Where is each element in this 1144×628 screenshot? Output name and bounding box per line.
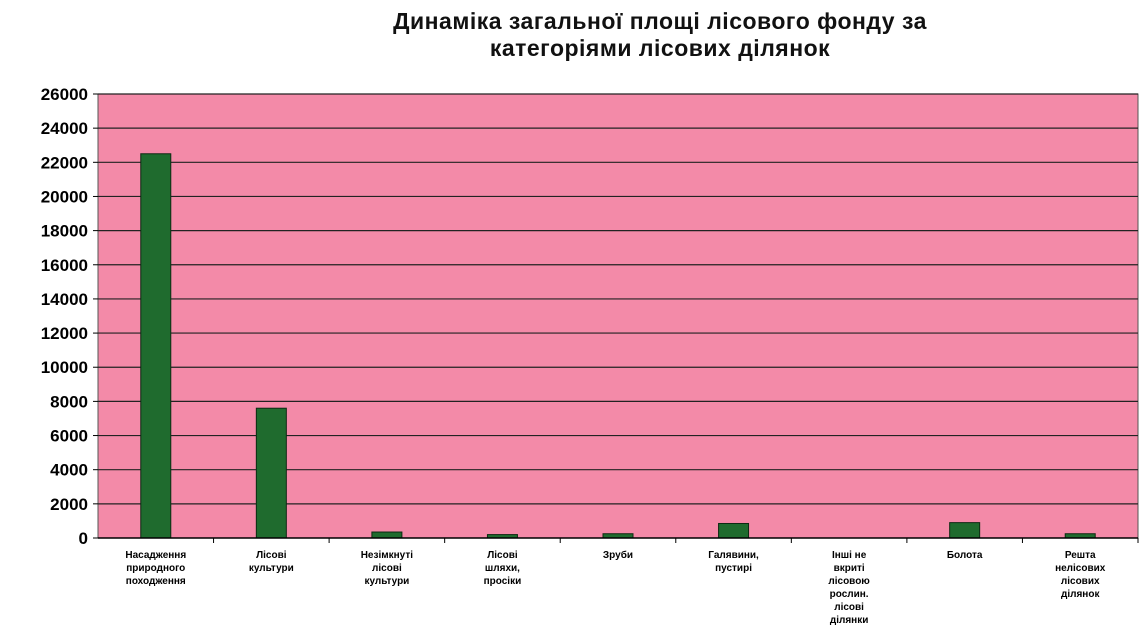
- bars: [140, 153, 1096, 539]
- x-tick-label: просіки: [484, 576, 522, 587]
- x-tick-label: Болота: [947, 550, 983, 561]
- x-tick-label: ділянки: [830, 615, 869, 626]
- x-tick-label: нелісових: [1055, 563, 1106, 574]
- y-tick-label: 10000: [41, 358, 88, 377]
- y-tick-label: 6000: [50, 427, 88, 446]
- x-tick-label: шляхи,: [485, 563, 520, 574]
- x-tick-label: лісові: [372, 563, 402, 574]
- x-tick-label: Зруби: [603, 549, 633, 561]
- y-tick-label: 16000: [41, 256, 88, 275]
- bar: [949, 522, 981, 539]
- y-tick-label: 2000: [50, 495, 88, 514]
- grid-lines: [98, 93, 1138, 505]
- x-tick-label: Решта: [1065, 550, 1096, 561]
- y-tick-label: 4000: [50, 461, 88, 480]
- x-tick-label: лісові: [834, 602, 864, 613]
- x-tick-label: Галявини,: [708, 550, 759, 561]
- x-tick-label: Насадження: [125, 550, 186, 561]
- x-axis: Насадження природного походження Лісові куль…: [125, 538, 1139, 626]
- bar: [140, 153, 172, 539]
- y-tick-label: 20000: [41, 187, 88, 206]
- bar: [718, 522, 750, 539]
- x-tick-label: Незімкнуті: [361, 550, 414, 561]
- x-tick-label: Інші не: [832, 550, 867, 561]
- chart-title-line-2: категоріями лісових ділянок: [489, 35, 831, 61]
- bar: [371, 531, 403, 539]
- x-tick-label: лісових: [1061, 576, 1100, 587]
- chart-title: Динаміка загальної площі лісового фонду …: [190, 8, 1130, 62]
- x-tick-label: Лісові: [487, 550, 518, 561]
- y-tick-label: 12000: [41, 324, 88, 343]
- x-tick-label: походження: [126, 576, 186, 587]
- x-tick-label: Лісові: [256, 550, 287, 561]
- x-tick-label: ділянок: [1061, 589, 1100, 600]
- x-tick-label: пустирі: [715, 563, 752, 574]
- y-tick-label: 8000: [50, 392, 88, 411]
- x-tick-label: культури: [249, 563, 294, 574]
- x-tick-label: природного: [126, 563, 185, 574]
- y-axis: 0 2000 4000 6000 8000 10000 12000 14000 16000 180…: [41, 85, 98, 548]
- y-tick-label: 0: [79, 529, 88, 548]
- y-tick-label: 26000: [41, 85, 88, 104]
- y-tick-label: 18000: [41, 222, 88, 241]
- y-tick-label: 14000: [41, 290, 88, 309]
- bar: [255, 407, 287, 539]
- y-tick-label: 22000: [41, 153, 88, 172]
- plot-area: [97, 93, 1139, 539]
- y-tick-label: 24000: [41, 119, 88, 138]
- x-tick-label: культури: [364, 576, 409, 587]
- x-tick-label: лісовою: [828, 576, 870, 587]
- x-tick-label: вкриті: [834, 563, 865, 574]
- chart-title-line-1: Динаміка загальної площі лісового фонду …: [393, 8, 927, 34]
- x-tick-label: рослин.: [830, 589, 869, 600]
